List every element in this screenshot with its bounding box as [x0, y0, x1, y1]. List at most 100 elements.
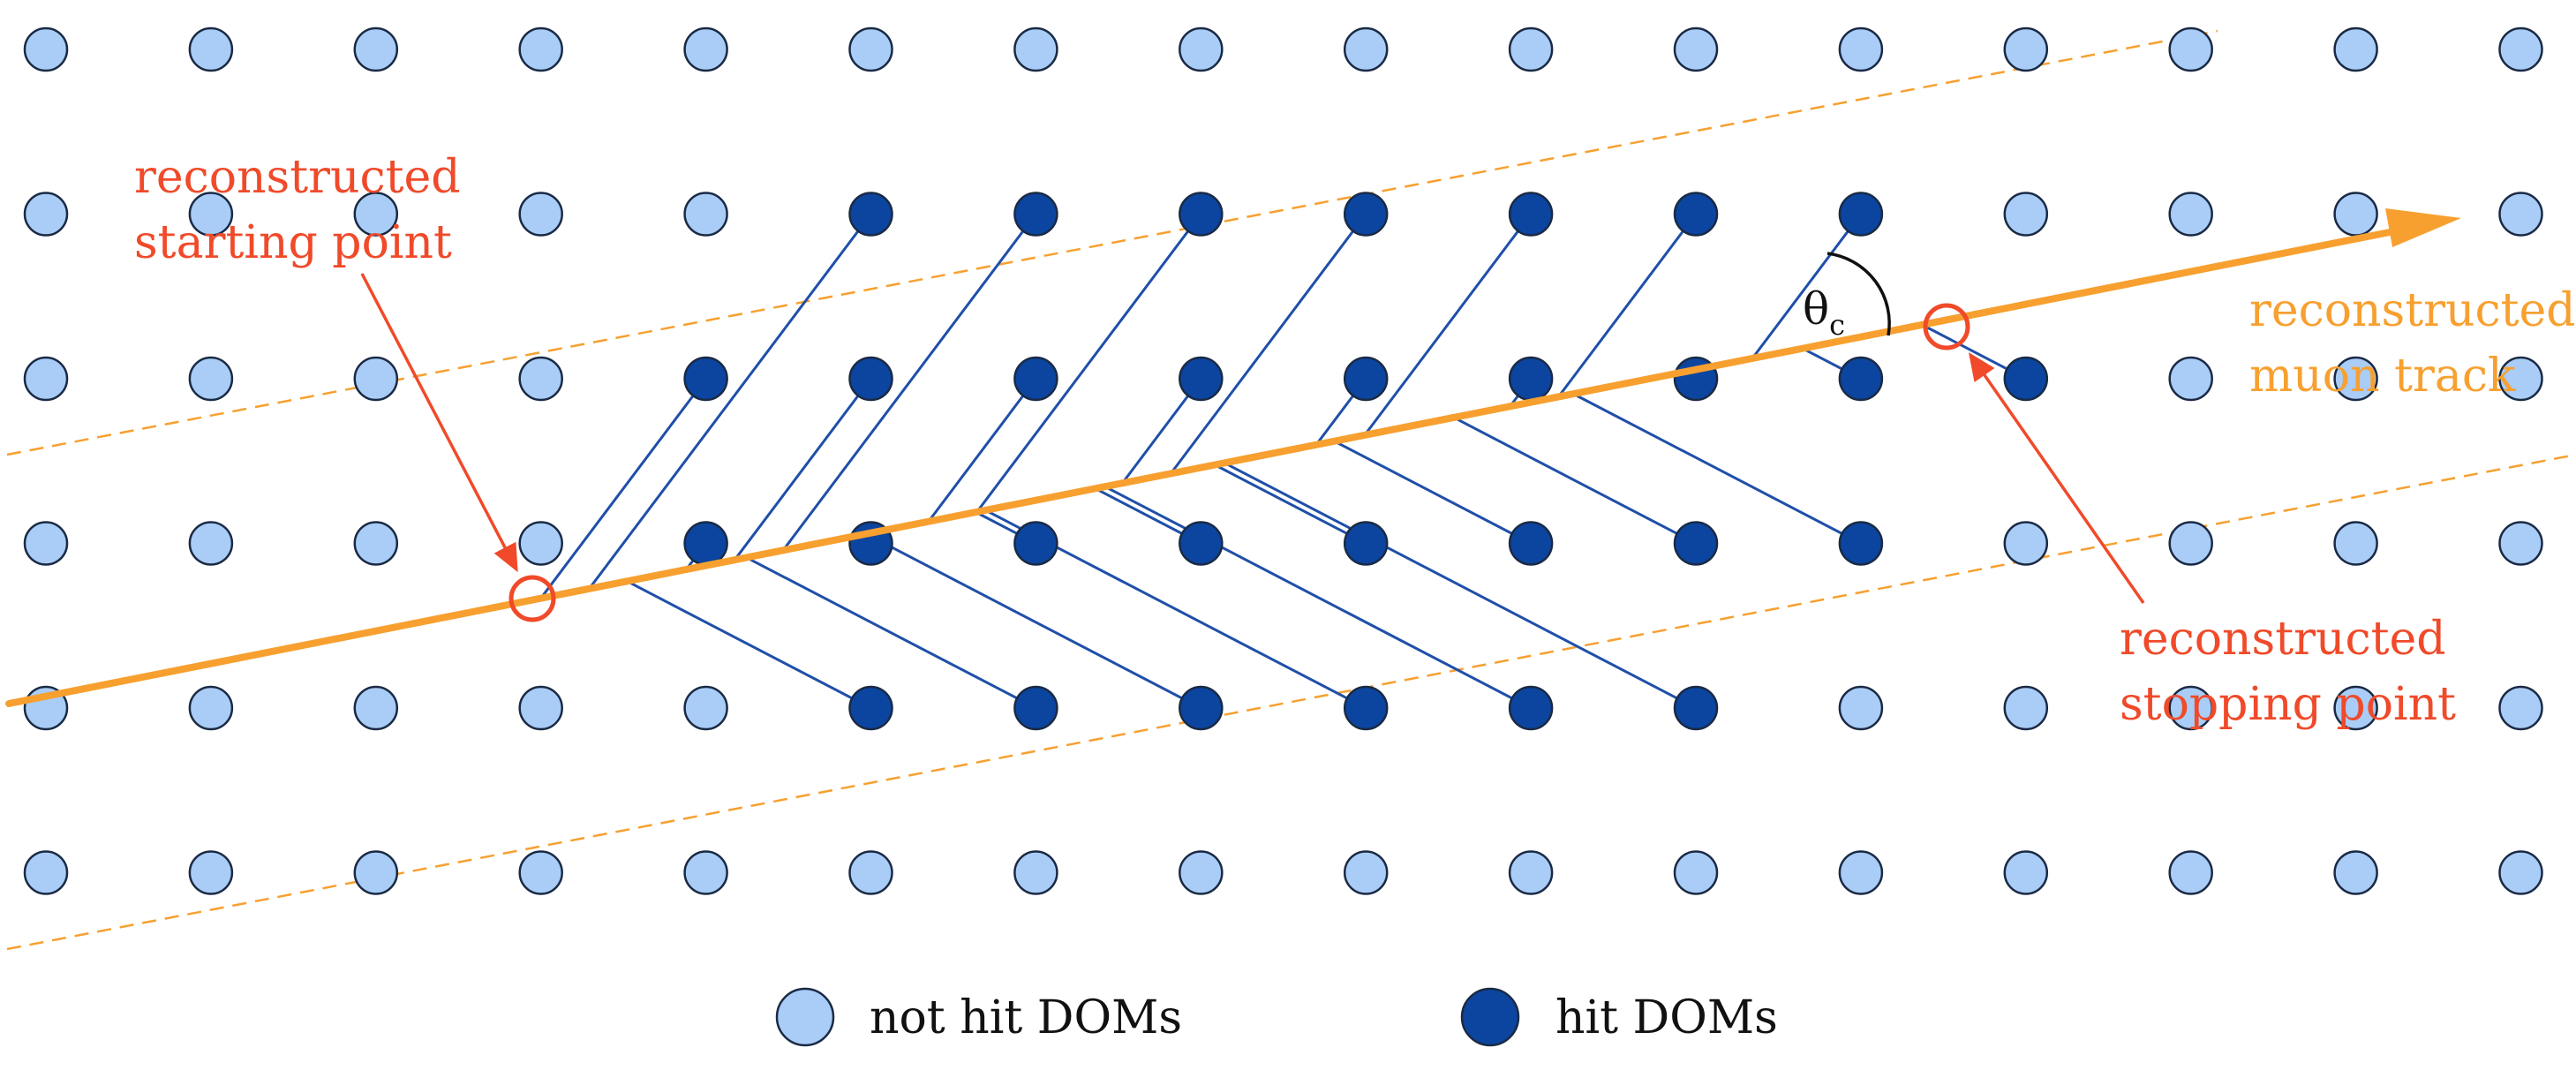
not-hit-dom: [2168, 356, 2213, 402]
not-hit-dom: [23, 26, 69, 72]
not-hit-dom: [1179, 850, 1224, 895]
hit-dom: [1343, 521, 1389, 566]
legend-hit-dom-icon: [1460, 987, 1520, 1047]
muon-track-arrowhead: [2385, 208, 2461, 247]
dom-grid: [23, 26, 2543, 895]
stopping-point-label: reconstructed stopping point: [2120, 613, 2460, 731]
cherenkov-light-path: [588, 213, 872, 590]
cherenkov-light-path: [1333, 440, 1532, 545]
hit-dom: [1508, 685, 1554, 731]
reconstructed-stopping-point-marker: [1923, 303, 1970, 350]
hit-dom: [1013, 192, 1058, 237]
hit-dom: [1179, 685, 1224, 731]
hit-dom: [683, 521, 728, 566]
not-hit-dom: [1343, 850, 1389, 895]
not-hit-dom: [1013, 850, 1058, 895]
hit-dom: [848, 685, 893, 731]
not-hit-dom: [2333, 850, 2378, 895]
cherenkov-angle-label: θc: [1803, 283, 1845, 342]
hit-dom: [848, 192, 893, 237]
cherenkov-light-path: [539, 378, 707, 599]
not-hit-dom: [188, 685, 234, 731]
not-hit-dom: [683, 192, 728, 237]
hit-dom: [1343, 356, 1389, 402]
not-hit-dom: [683, 685, 728, 731]
not-hit-dom: [1508, 850, 1554, 895]
not-hit-dom: [518, 26, 563, 72]
not-hit-dom: [2498, 521, 2543, 566]
not-hit-dom: [848, 26, 893, 72]
cherenkov-light-path: [1557, 213, 1698, 398]
hit-dom: [1838, 192, 1884, 237]
hit-dom: [1179, 521, 1224, 566]
hit-dom: [848, 356, 893, 402]
cherenkov-light-paths: [539, 213, 2027, 710]
not-hit-dom: [188, 521, 234, 566]
hit-dom: [1343, 192, 1389, 237]
hit-dom: [1838, 356, 1884, 402]
cherenkov-light-path: [927, 378, 1037, 523]
hit-dom: [1179, 192, 1224, 237]
not-hit-dom: [2333, 356, 2378, 402]
not-hit-dom: [2168, 192, 2213, 237]
not-hit-dom: [2003, 521, 2049, 566]
cherenkov-light-path: [1170, 213, 1367, 475]
cherenkov-light-path: [865, 532, 1201, 710]
not-hit-dom: [1838, 685, 1884, 731]
not-hit-dom: [1013, 26, 1058, 72]
cherenkov-light-path: [626, 580, 872, 710]
not-hit-dom: [518, 356, 563, 402]
hit-dom: [1013, 521, 1058, 566]
not-hit-dom: [2003, 850, 2049, 895]
not-hit-dom: [353, 192, 399, 237]
legend-not-hit-dom-icon: [775, 987, 835, 1047]
not-hit-dom: [2168, 26, 2213, 72]
not-hit-dom: [2333, 192, 2378, 237]
not-hit-dom: [23, 850, 69, 895]
legend: not hit DOMs hit DOMs: [775, 987, 1778, 1047]
starting-point-arrow: [360, 273, 518, 573]
not-hit-dom: [23, 192, 69, 237]
legend-not-hit-label: not hit DOMs: [870, 991, 1182, 1044]
not-hit-dom: [188, 26, 234, 72]
cherenkov-light-path: [781, 213, 1037, 552]
not-hit-dom: [518, 192, 563, 237]
hit-dom: [1508, 356, 1554, 402]
cherenkov-light-path: [745, 556, 1037, 710]
not-hit-dom: [1508, 26, 1554, 72]
hit-dom: [1838, 521, 1884, 566]
not-hit-dom: [1673, 850, 1719, 895]
legend-hit-label: hit DOMs: [1555, 991, 1778, 1044]
not-hit-dom: [188, 192, 234, 237]
cherenkov-light-path: [1751, 213, 1863, 359]
cherenkov-angle-arc: [1827, 252, 1891, 336]
not-hit-dom: [23, 521, 69, 566]
muon-track-line: [5, 228, 2398, 707]
hit-dom: [1673, 685, 1719, 731]
not-hit-dom: [2003, 192, 2049, 237]
not-hit-dom: [1838, 850, 1884, 895]
hit-dom: [1508, 192, 1554, 237]
cherenkov-light-path: [1214, 463, 1367, 545]
not-hit-dom: [683, 26, 728, 72]
cherenkov-light-path: [975, 213, 1202, 513]
hit-dom: [2003, 356, 2049, 402]
not-hit-dom: [518, 685, 563, 731]
hit-dom: [1508, 521, 1554, 566]
not-hit-dom: [1343, 26, 1389, 72]
hit-dom: [1343, 685, 1389, 731]
not-hit-dom: [23, 356, 69, 402]
not-hit-dom: [518, 850, 563, 895]
not-hit-dom: [188, 850, 234, 895]
cherenkov-light-path: [734, 378, 872, 561]
not-hit-dom: [353, 685, 399, 731]
not-hit-dom: [2333, 521, 2378, 566]
muon-track-label: reconstructed muon track: [2249, 284, 2576, 403]
hit-dom: [683, 356, 728, 402]
hit-dom: [1673, 192, 1719, 237]
not-hit-dom: [1179, 26, 1224, 72]
not-hit-dom: [2168, 521, 2213, 566]
not-hit-dom: [2333, 26, 2378, 72]
not-hit-dom: [518, 521, 563, 566]
